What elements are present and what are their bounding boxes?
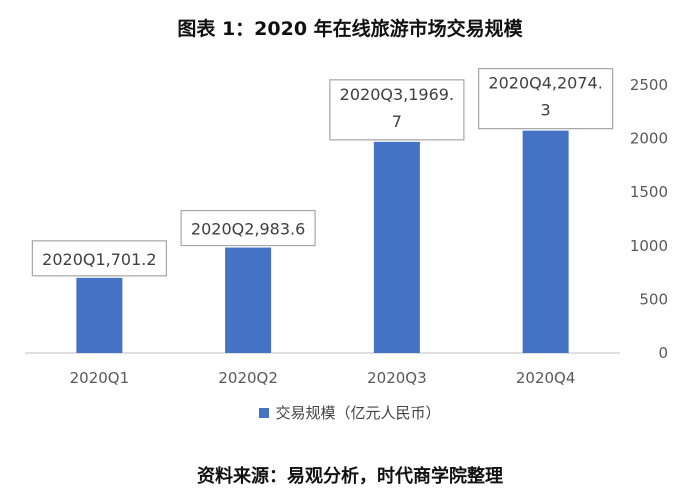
legend: 交易规模（亿元人民币）	[0, 402, 700, 423]
data-label: 2020Q2,983.6	[191, 220, 305, 239]
bar	[76, 277, 123, 353]
x-tick-label: 2020Q2	[218, 369, 278, 387]
legend-label: 交易规模（亿元人民币）	[275, 404, 441, 422]
y-tick-label: 1500	[630, 183, 668, 201]
data-label: 2020Q1,701.2	[42, 250, 156, 269]
data-label-box	[478, 68, 614, 130]
legend-swatch	[259, 408, 270, 418]
y-tick-label: 2000	[630, 130, 668, 148]
x-tick-label: 2020Q4	[516, 369, 576, 387]
x-tick-label: 2020Q3	[367, 369, 427, 387]
data-label: 2020Q3,1969.	[340, 85, 454, 104]
y-tick-label: 500	[639, 290, 668, 308]
y-tick-label: 1000	[630, 237, 668, 255]
data-label: 7	[392, 112, 402, 131]
x-tick-label: 2020Q1	[70, 369, 130, 387]
source-note: 资料来源：易观分析，时代商学院整理	[197, 466, 503, 487]
data-label: 3	[541, 101, 551, 120]
data-label: 2020Q4,2074.	[488, 74, 602, 93]
y-tick-label: 2500	[630, 76, 668, 94]
bar	[522, 130, 569, 353]
data-label-box	[180, 209, 316, 247]
data-label-box	[31, 240, 167, 277]
bar	[373, 141, 420, 353]
chart-title: 图表 1：2020 年在线旅游市场交易规模	[177, 18, 523, 40]
bar	[225, 247, 272, 353]
data-label-box	[329, 79, 465, 141]
bar-chart: 0 500 1000 1500 2000 2500 2020Q1 2020Q1,701.2 20…	[25, 68, 668, 387]
y-tick-label: 0	[658, 344, 668, 362]
